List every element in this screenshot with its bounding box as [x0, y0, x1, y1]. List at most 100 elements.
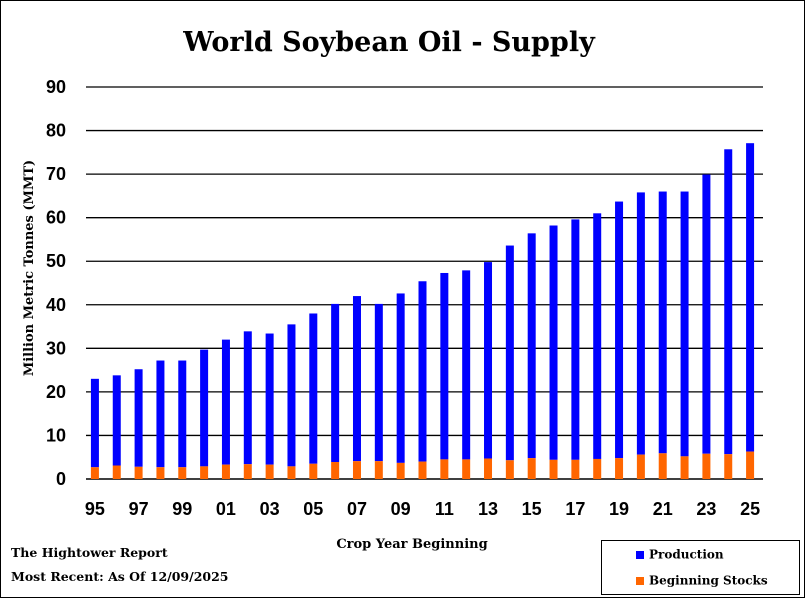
- bar-production-18: [593, 213, 602, 459]
- y-tick-label-0: 0: [56, 469, 66, 489]
- bar-production-04: [287, 324, 296, 467]
- x-tick-label-11: 11: [435, 499, 454, 519]
- bar-production-19: [615, 201, 624, 459]
- bar-production-07: [352, 296, 361, 462]
- y-tick-label-50: 50: [46, 251, 66, 271]
- bar-production-00: [200, 349, 209, 467]
- bar-production-98: [156, 360, 165, 468]
- bar-beginning-stocks-05: [309, 463, 318, 479]
- y-tick-label-90: 90: [46, 77, 66, 97]
- bar-beginning-stocks-98: [156, 467, 165, 479]
- bar-production-09: [396, 293, 405, 463]
- bar-production-21: [658, 191, 667, 454]
- y-tick-label-70: 70: [46, 164, 66, 184]
- bar-production-24: [724, 149, 733, 455]
- date-note: Most Recent: As Of 12/09/2025: [11, 569, 229, 584]
- x-axis-label: Crop Year Beginning: [336, 537, 487, 552]
- bar-production-20: [636, 192, 645, 455]
- bar-production-10: [418, 281, 427, 462]
- legend: Production Beginning Stocks: [601, 540, 800, 595]
- x-tick-label-03: 03: [260, 499, 280, 519]
- x-tick-label-21: 21: [653, 499, 673, 519]
- bar-production-12: [462, 270, 471, 460]
- bar-production-13: [484, 262, 493, 459]
- bar-beginning-stocks-25: [746, 451, 755, 479]
- bar-production-08: [374, 303, 383, 462]
- y-tick-label-60: 60: [46, 208, 66, 228]
- bar-beginning-stocks-13: [484, 458, 493, 479]
- bar-production-99: [178, 360, 187, 468]
- x-tick-labels: 95 97 99 01 03 05 07 09 11 13 15 17 19 21 23 25: [85, 499, 760, 519]
- legend-item-beginning-stocks: Beginning Stocks: [636, 573, 768, 588]
- bar-beginning-stocks-97: [134, 466, 143, 479]
- bar-beginning-stocks-19: [615, 458, 624, 479]
- bar-production-11: [440, 272, 449, 460]
- y-tick-label-80: 80: [46, 121, 66, 141]
- bar-beginning-stocks-10: [418, 461, 427, 479]
- legend-label-production: Production: [649, 547, 724, 562]
- bar-beginning-stocks-00: [200, 466, 209, 479]
- bar-production-14: [505, 245, 514, 461]
- x-tick-label-99: 99: [172, 499, 192, 519]
- bars: [90, 143, 755, 479]
- legend-swatch-production: [636, 550, 644, 559]
- source-note: The Hightower Report: [11, 545, 168, 560]
- y-tick-labels: 0 10 20 30 40 50 60 70 80 90: [46, 77, 66, 489]
- bar-beginning-stocks-12: [462, 459, 471, 479]
- bar-beginning-stocks-99: [178, 467, 187, 479]
- bar-beginning-stocks-21: [658, 453, 667, 479]
- x-tick-label-07: 07: [347, 499, 367, 519]
- bar-beginning-stocks-09: [396, 462, 405, 479]
- bar-beginning-stocks-06: [331, 462, 340, 479]
- y-tick-label-30: 30: [46, 338, 66, 358]
- bar-production-17: [571, 219, 580, 460]
- bar-production-01: [221, 339, 230, 465]
- bar-beginning-stocks-20: [636, 454, 645, 479]
- bar-production-06: [331, 303, 340, 463]
- x-tick-label-25: 25: [740, 499, 760, 519]
- y-tick-label-10: 10: [46, 425, 66, 445]
- bar-beginning-stocks-17: [571, 459, 580, 479]
- x-tick-label-97: 97: [129, 499, 149, 519]
- bar-beginning-stocks-96: [112, 465, 121, 479]
- bar-beginning-stocks-04: [287, 466, 296, 479]
- bar-production-02: [243, 331, 252, 465]
- x-tick-label-09: 09: [391, 499, 411, 519]
- bar-beginning-stocks-08: [374, 461, 383, 479]
- bar-production-22: [680, 191, 689, 457]
- bar-beginning-stocks-24: [724, 454, 733, 479]
- x-tick-label-19: 19: [609, 499, 629, 519]
- bar-beginning-stocks-23: [702, 453, 711, 479]
- legend-item-production: Production: [636, 547, 724, 562]
- x-tick-label-17: 17: [565, 499, 585, 519]
- bar-production-95: [90, 378, 99, 468]
- bar-production-03: [265, 333, 274, 465]
- x-tick-label-13: 13: [478, 499, 498, 519]
- bar-production-23: [702, 174, 711, 454]
- bar-beginning-stocks-01: [221, 464, 230, 479]
- bar-production-16: [549, 225, 558, 460]
- bar-production-05: [309, 313, 318, 464]
- bar-beginning-stocks-11: [440, 459, 449, 479]
- bar-production-97: [134, 369, 143, 467]
- x-tick-label-23: 23: [696, 499, 716, 519]
- legend-swatch-beginning-stocks: [636, 576, 644, 585]
- y-tick-label-40: 40: [46, 295, 66, 315]
- x-tick-label-15: 15: [522, 499, 542, 519]
- y-axis-label: Million Metric Tonnes (MMT): [22, 160, 37, 376]
- bar-production-25: [746, 143, 755, 452]
- bar-production-15: [527, 233, 536, 459]
- bar-beginning-stocks-02: [243, 464, 252, 479]
- x-tick-label-05: 05: [303, 499, 323, 519]
- bar-beginning-stocks-14: [505, 460, 514, 479]
- bar-beginning-stocks-18: [593, 458, 602, 479]
- y-tick-label-20: 20: [46, 382, 66, 402]
- bar-beginning-stocks-95: [90, 467, 99, 479]
- x-tick-label-01: 01: [216, 499, 236, 519]
- bar-beginning-stocks-22: [680, 456, 689, 479]
- bar-beginning-stocks-16: [549, 459, 558, 479]
- bar-beginning-stocks-15: [527, 458, 536, 479]
- x-tick-label-95: 95: [85, 499, 105, 519]
- chart-title: World Soybean Oil - Supply: [182, 27, 596, 58]
